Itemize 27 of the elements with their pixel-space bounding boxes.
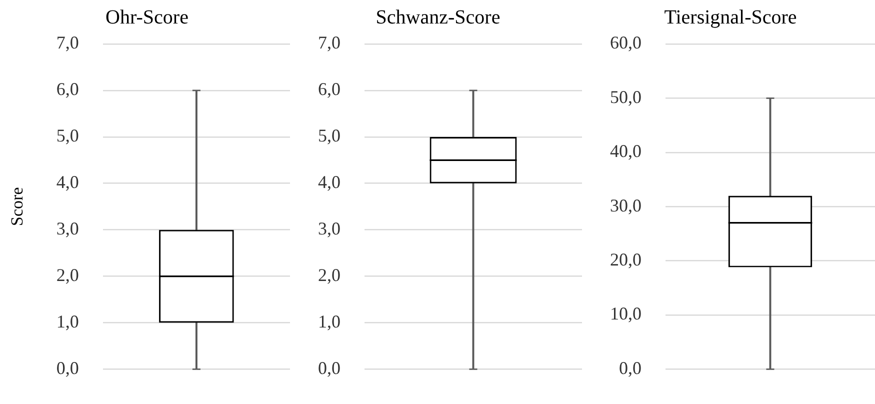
y-tick-label: 0,0 <box>619 358 642 378</box>
y-tick-label: 3,0 <box>56 218 79 239</box>
y-tick-label: 60,0 <box>610 32 642 53</box>
y-axis-title: Score <box>8 187 27 226</box>
y-tick-label: 30,0 <box>610 195 642 216</box>
y-tick-label: 4,0 <box>56 172 79 192</box>
y-tick-label: 7,0 <box>318 32 340 53</box>
y-tick-label: 3,0 <box>318 218 340 239</box>
y-tick-label: 2,0 <box>56 265 79 286</box>
y-tick-label: 2,0 <box>318 265 340 286</box>
y-tick-label: 1,0 <box>318 311 340 332</box>
y-tick-label: 40,0 <box>610 141 642 162</box>
y-tick-label: 6,0 <box>318 79 340 100</box>
chart-title: Tiersignal-Score <box>664 6 797 28</box>
y-tick-label: 5,0 <box>318 126 340 146</box>
y-tick-label: 7,0 <box>56 32 79 53</box>
y-tick-label: 1,0 <box>56 311 79 332</box>
y-tick-label: 50,0 <box>610 86 642 107</box>
y-tick-label: 6,0 <box>56 79 79 100</box>
y-tick-label: 4,0 <box>318 172 340 192</box>
y-tick-label: 10,0 <box>610 304 642 324</box>
y-tick-label: 0,0 <box>56 358 79 378</box>
y-tick-label: 20,0 <box>610 250 642 270</box>
y-tick-label: 0,0 <box>318 358 340 378</box>
y-tick-label: 5,0 <box>56 126 79 146</box>
chart-title: Schwanz-Score <box>376 6 500 28</box>
chart-title: Ohr-Score <box>106 6 189 28</box>
